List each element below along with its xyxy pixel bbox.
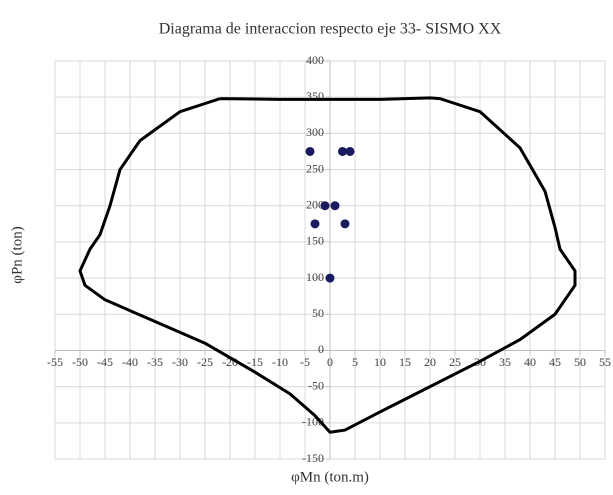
data-point [330,201,340,211]
x-axis-label: φMn (ton.m) [291,469,369,485]
x-tick-label: -25 [197,355,213,369]
x-tick-label: 40 [524,355,536,369]
x-tick-label: -35 [147,355,163,369]
y-tick-label: 400 [306,53,324,67]
x-tick-label: -45 [97,355,113,369]
y-tick-label: 200 [306,197,324,211]
data-point [310,219,320,229]
x-tick-label: 5 [352,355,358,369]
x-tick-label: 45 [549,355,561,369]
y-tick-label: 0 [318,342,324,356]
x-tick-label: 55 [599,355,611,369]
x-tick-label: 20 [424,355,436,369]
y-tick-label: 100 [306,270,324,284]
data-point [320,201,330,211]
x-tick-label: -40 [122,355,138,369]
y-tick-label: 250 [306,161,324,175]
x-tick-label: -10 [272,355,288,369]
x-tick-label: -5 [300,355,310,369]
x-tick-label: 0 [327,355,333,369]
y-tick-label: 150 [306,234,324,248]
y-tick-label: 300 [306,125,324,139]
x-tick-label: -30 [172,355,188,369]
data-point [325,273,335,283]
y-axis-label: φPn (ton) [9,226,25,283]
x-tick-label: 10 [374,355,386,369]
y-tick-label: -150 [302,451,324,465]
y-tick-label: -50 [308,378,324,392]
x-tick-label: -15 [247,355,263,369]
x-tick-label: 35 [499,355,511,369]
y-tick-label: 50 [312,306,324,320]
data-point [340,219,350,229]
x-tick-label: -55 [47,355,63,369]
data-point [305,146,315,156]
x-tick-label: 25 [449,355,461,369]
x-tick-label: -50 [72,355,88,369]
x-tick-label: 50 [574,355,586,369]
x-tick-label: 15 [399,355,411,369]
chart-title: Diagrama de interaccion respecto eje 33-… [159,21,502,38]
data-point [338,146,347,156]
data-point [345,146,355,156]
interaction-curve [78,96,577,434]
